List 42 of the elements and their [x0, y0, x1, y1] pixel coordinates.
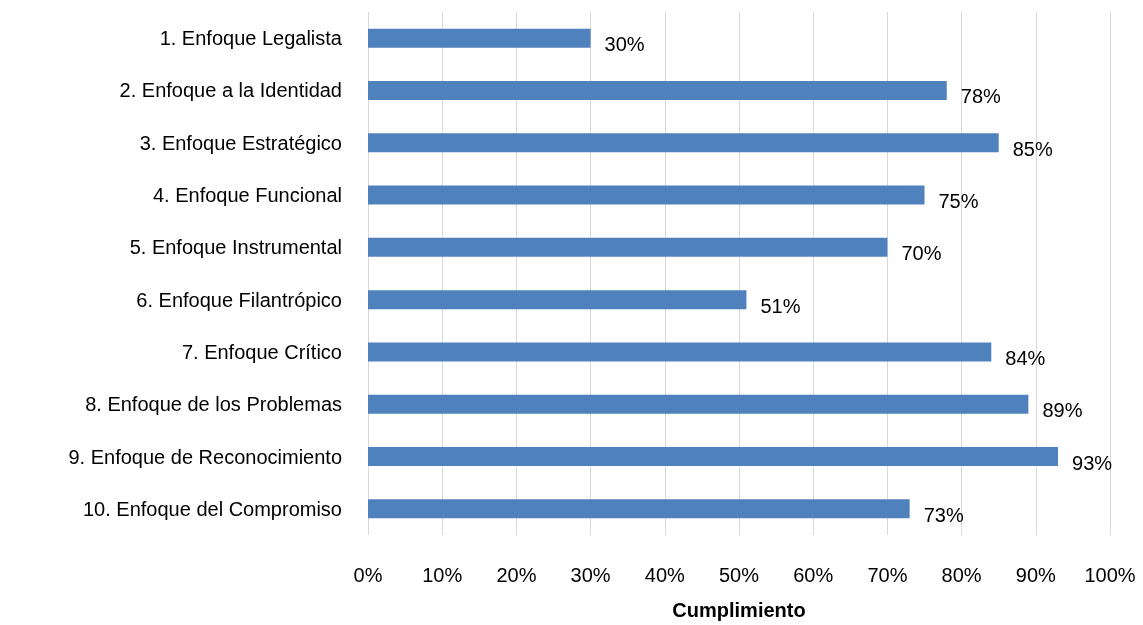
- data-label: 85%: [1012, 137, 1053, 160]
- y-tick-label: 6. Enfoque Filantrópico: [136, 288, 342, 311]
- data-label: 51%: [760, 294, 801, 317]
- data-label: 73%: [923, 503, 964, 526]
- data-label: 89%: [1042, 399, 1083, 422]
- data-label: 30%: [604, 33, 645, 56]
- data-label: 93%: [1072, 451, 1113, 474]
- bar: [368, 185, 925, 205]
- x-tick-label: 100%: [1084, 564, 1136, 586]
- x-tick-label: 90%: [1015, 564, 1057, 586]
- y-tick-label: 8. Enfoque de los Problemas: [85, 393, 342, 416]
- y-tick-label: 3. Enfoque Estratégico: [139, 131, 342, 154]
- data-label: 75%: [938, 190, 979, 213]
- bar: [368, 447, 1059, 467]
- bar: [368, 290, 747, 310]
- y-tick-label: 2. Enfoque a la Identidad: [119, 79, 342, 102]
- bar: [368, 342, 992, 362]
- x-tick-label: 20%: [496, 564, 537, 586]
- x-tick-label: 70%: [867, 564, 908, 586]
- bar: [368, 28, 591, 48]
- y-tick-label: 4. Enfoque Funcional: [152, 184, 342, 207]
- x-tick-label: 10%: [422, 564, 463, 586]
- x-tick-label: 0%: [353, 564, 383, 586]
- y-tick-label: 1. Enfoque Legalista: [159, 27, 343, 50]
- bar: [368, 80, 947, 100]
- x-tick-label: 60%: [793, 564, 834, 586]
- x-tick-label: 40%: [644, 564, 686, 586]
- data-label: 78%: [960, 85, 1002, 108]
- x-axis-title: Cumplimiento: [672, 599, 806, 621]
- bar: [368, 394, 1029, 414]
- y-tick-label: 9. Enfoque de Reconocimiento: [68, 445, 342, 468]
- x-tick-label: 80%: [941, 564, 982, 586]
- x-tick-label: 30%: [570, 564, 611, 586]
- bar: [368, 133, 999, 153]
- y-tick-label: 5. Enfoque Instrumental: [129, 236, 342, 259]
- data-label: 84%: [1005, 346, 1046, 369]
- data-label: 70%: [901, 242, 942, 265]
- y-tick-label: 10. Enfoque del Compromiso: [82, 497, 342, 520]
- bar: [368, 499, 910, 519]
- y-tick-label: 7. Enfoque Crítico: [181, 340, 342, 363]
- x-tick-label: 50%: [718, 564, 760, 586]
- bar: [368, 237, 888, 257]
